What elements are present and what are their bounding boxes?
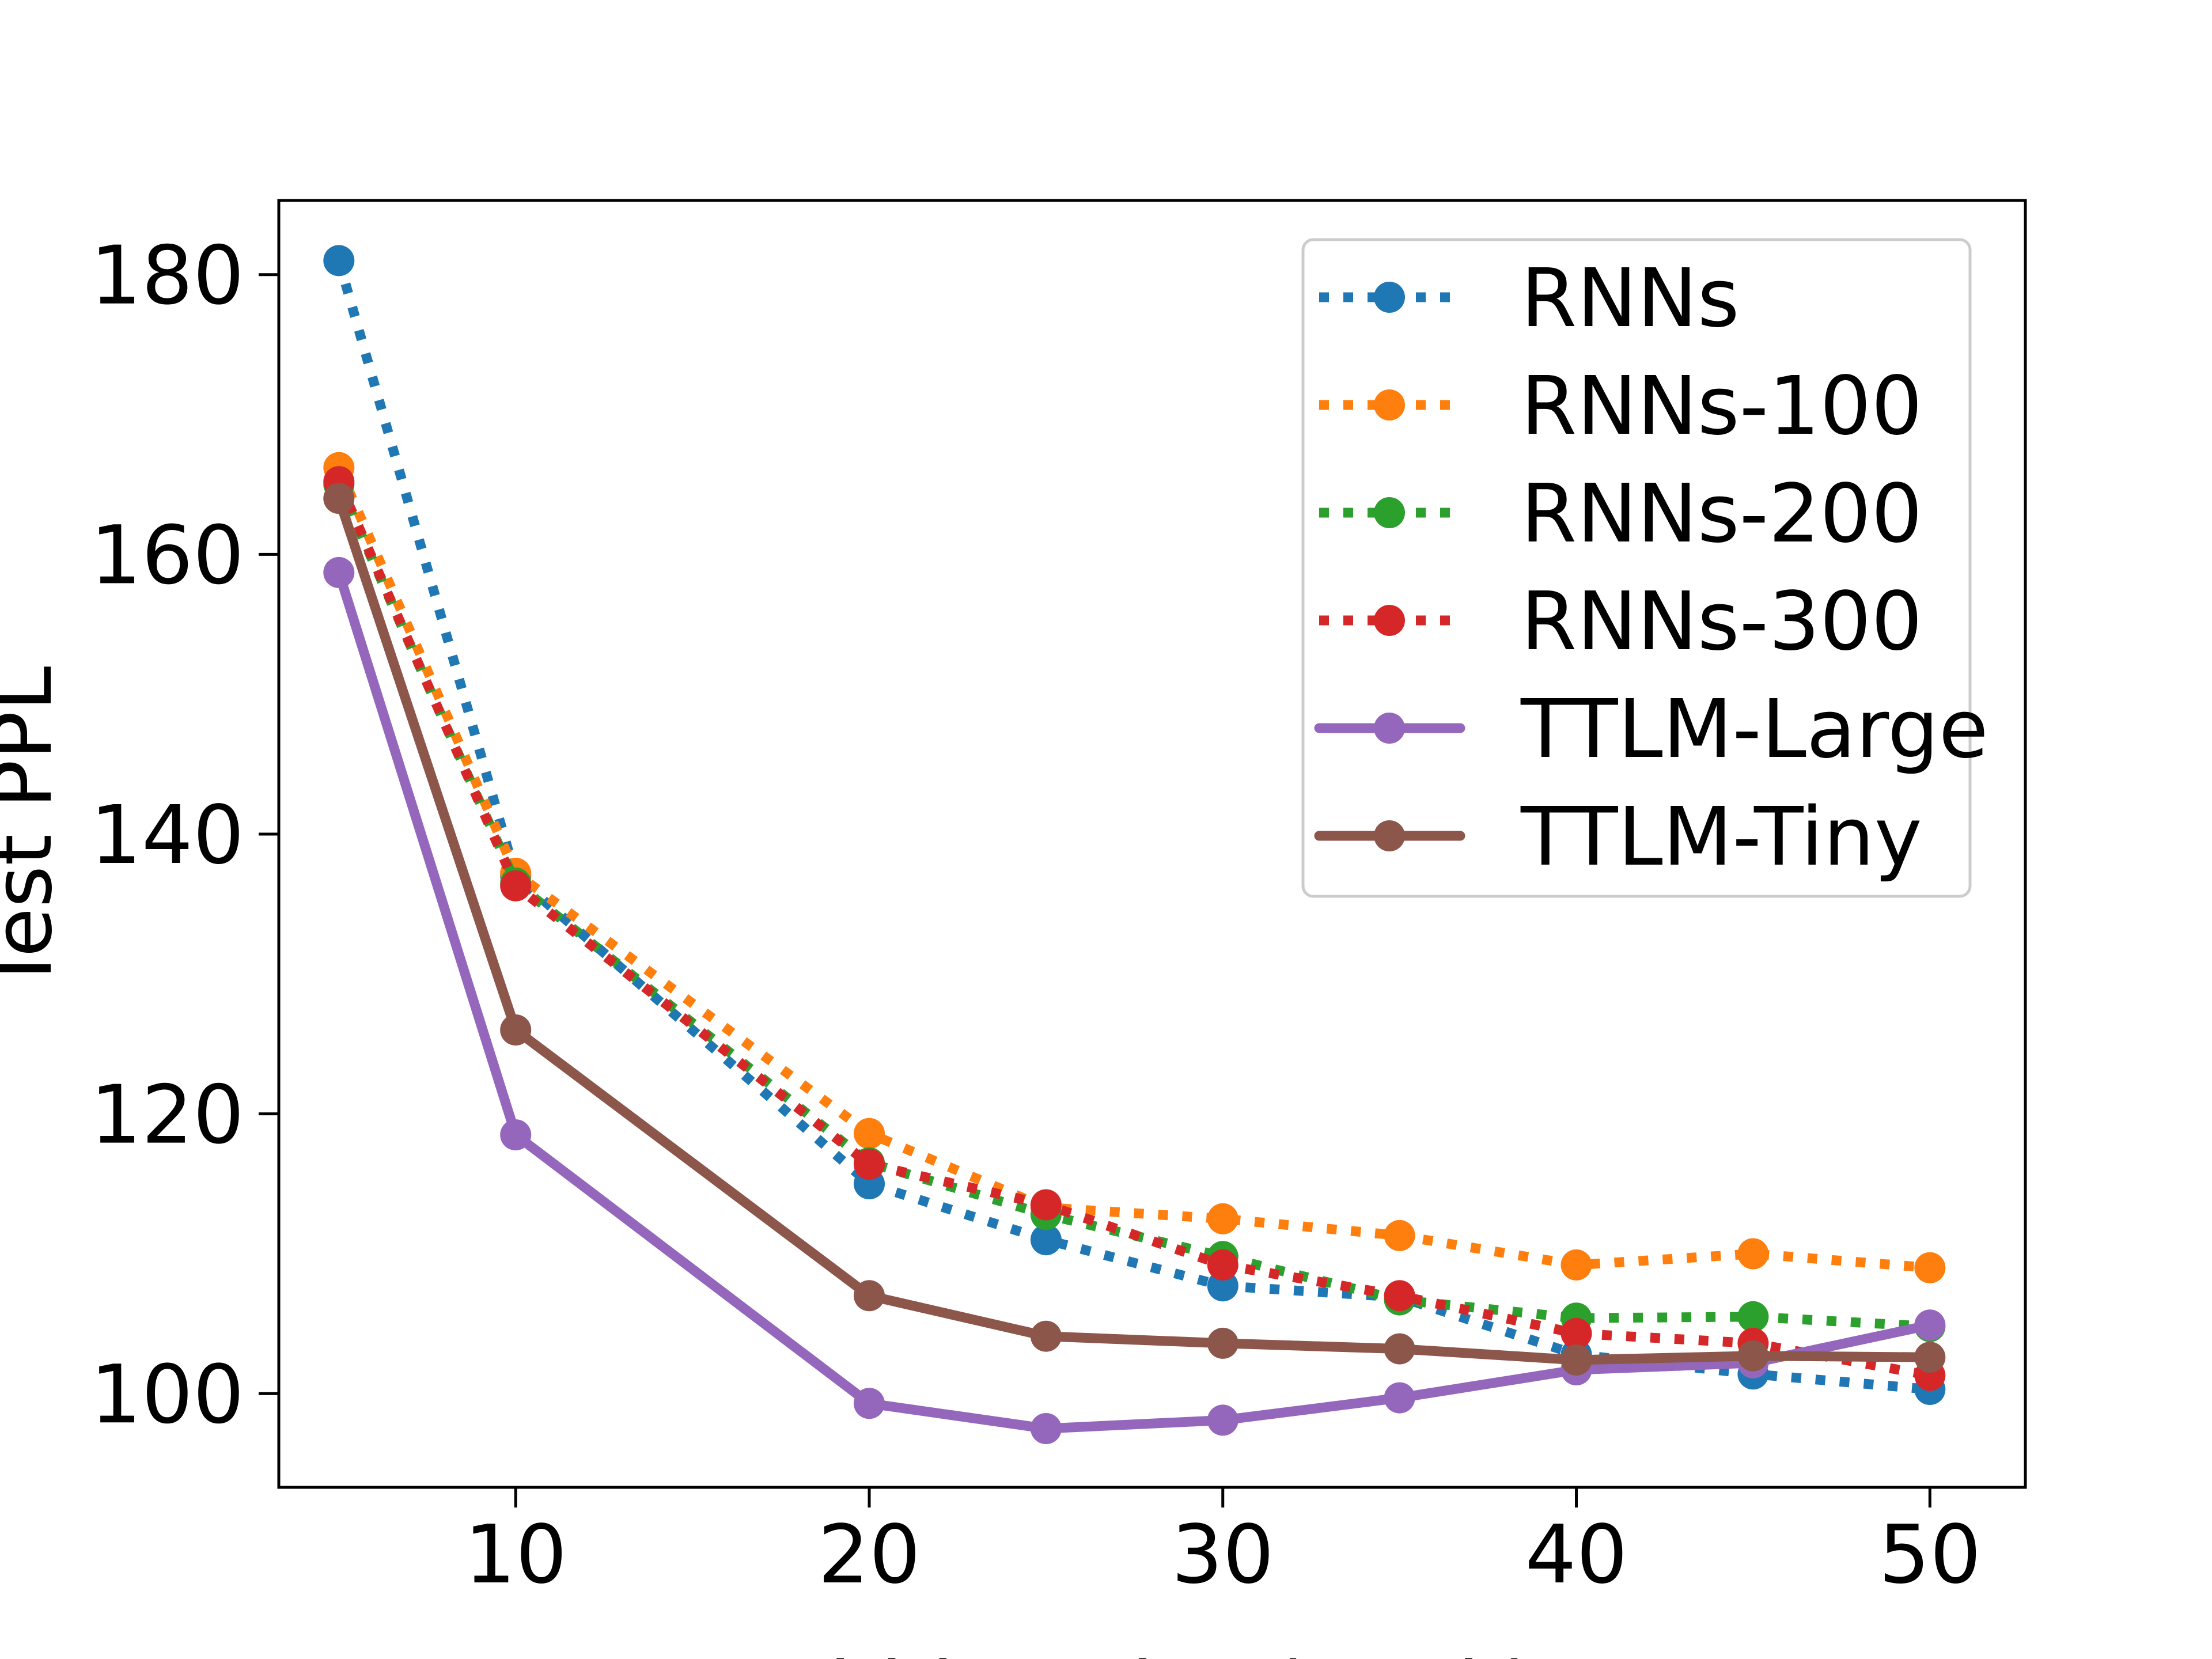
data-point-TTLM-Large-20 xyxy=(854,1388,885,1419)
data-point-TTLM-Large-35 xyxy=(1384,1382,1415,1414)
data-point-RNNs-100-45 xyxy=(1737,1238,1769,1270)
legend-item-RNNs-300: RNNs-300 xyxy=(1319,575,1922,669)
x-axis-label: Hidden Size (Rank) xyxy=(768,1645,1536,1659)
legend-label-TTLM-Tiny: TTLM-Tiny xyxy=(1520,790,1922,884)
legend-marker-TTLM-Tiny xyxy=(1374,820,1405,851)
data-point-RNNs-100-40 xyxy=(1560,1249,1592,1281)
x-tick-label-50: 50 xyxy=(1878,1508,1981,1602)
axes-frame xyxy=(277,199,2027,1489)
data-point-TTLM-Tiny-10 xyxy=(500,1014,532,1046)
series-TTLM-Tiny xyxy=(323,483,1946,1376)
y-tick-label-140: 140 xyxy=(90,789,244,882)
data-point-TTLM-Large-10 xyxy=(500,1119,532,1151)
data-point-TTLM-Tiny-45 xyxy=(1737,1340,1769,1372)
y-tick-label-180: 180 xyxy=(90,229,244,323)
legend-frame xyxy=(1301,238,1972,898)
data-point-TTLM-Tiny-35 xyxy=(1384,1333,1415,1365)
data-point-RNNs-100-35 xyxy=(1384,1219,1415,1251)
data-point-RNNs-300-30 xyxy=(1207,1249,1238,1281)
data-point-RNNs-300-20 xyxy=(854,1149,885,1180)
data-point-RNNs-300-40 xyxy=(1560,1317,1592,1349)
legend-marker-RNNs-200 xyxy=(1374,497,1405,528)
x-tick-label-10: 10 xyxy=(464,1508,567,1602)
legend-item-RNNs: RNNs xyxy=(1319,252,1740,346)
data-point-RNNs-300-10 xyxy=(500,870,532,902)
plot-area xyxy=(323,245,1946,1444)
data-point-RNNs-300-35 xyxy=(1384,1280,1415,1312)
data-point-TTLM-Tiny-20 xyxy=(854,1280,885,1312)
legend-item-RNNs-100: RNNs-100 xyxy=(1319,359,1922,453)
y-axis-label: Test PPL xyxy=(0,666,70,993)
data-point-TTLM-Tiny-25 xyxy=(1030,1320,1062,1352)
legend-label-TTLM-Large: TTLM-Large xyxy=(1520,683,1988,777)
y-tick-label-100: 100 xyxy=(90,1348,244,1442)
legend-item-TTLM-Large: TTLM-Large xyxy=(1314,683,1988,777)
legend-label-RNNs: RNNs xyxy=(1521,252,1740,346)
data-point-TTLM-Tiny-40 xyxy=(1560,1344,1592,1376)
legend-marker-TTLM-Large xyxy=(1374,713,1405,744)
legend-label-RNNs-300: RNNs-300 xyxy=(1521,575,1922,669)
data-point-TTLM-Tiny-30 xyxy=(1207,1327,1238,1359)
axes: 10 20 30 40 50 100 120 140 160 180 xyxy=(90,199,2027,1602)
data-point-TTLM-Large-50 xyxy=(1914,1309,1946,1341)
legend-item-RNNs-200: RNNs-200 xyxy=(1319,467,1922,561)
legend-label-RNNs-100: RNNs-100 xyxy=(1521,359,1922,453)
legend-label-RNNs-200: RNNs-200 xyxy=(1521,467,1922,561)
data-point-RNNs-25 xyxy=(1030,1224,1062,1256)
legend-marker-RNNs-300 xyxy=(1374,605,1405,636)
x-tick-label-20: 20 xyxy=(818,1508,921,1602)
data-point-TTLM-Tiny-5 xyxy=(323,483,355,514)
data-point-RNNs-300-25 xyxy=(1030,1189,1062,1221)
legend-marker-RNNs-100 xyxy=(1374,389,1405,421)
series-TTLM-Large xyxy=(323,556,1946,1444)
series-RNNs-300 xyxy=(323,466,1946,1391)
x-tick-label-30: 30 xyxy=(1172,1508,1274,1602)
x-tick-label-40: 40 xyxy=(1525,1508,1627,1602)
data-point-TTLM-Large-25 xyxy=(1030,1413,1062,1444)
y-tick-label-120: 120 xyxy=(90,1069,244,1162)
data-point-RNNs-100-20 xyxy=(854,1118,885,1149)
data-point-RNNs-100-30 xyxy=(1207,1203,1238,1234)
data-point-RNNs-5 xyxy=(323,245,355,276)
data-point-RNNs-100-50 xyxy=(1914,1252,1946,1283)
y-tick-label-160: 160 xyxy=(90,509,244,603)
legend-marker-RNNs xyxy=(1374,282,1405,313)
data-point-TTLM-Large-30 xyxy=(1207,1404,1238,1436)
data-point-TTLM-Tiny-50 xyxy=(1914,1342,1946,1373)
legend: RNNs RNNs-100 RNNs-200 RNNs-300 TTLM-Large TT… xyxy=(1301,238,1988,898)
series-line-RNNs-100 xyxy=(334,465,1930,1273)
data-point-RNNs-200-45 xyxy=(1737,1301,1769,1332)
data-point-TTLM-Large-5 xyxy=(323,556,355,588)
legend-item-TTLM-Tiny: TTLM-Tiny xyxy=(1314,790,1922,884)
